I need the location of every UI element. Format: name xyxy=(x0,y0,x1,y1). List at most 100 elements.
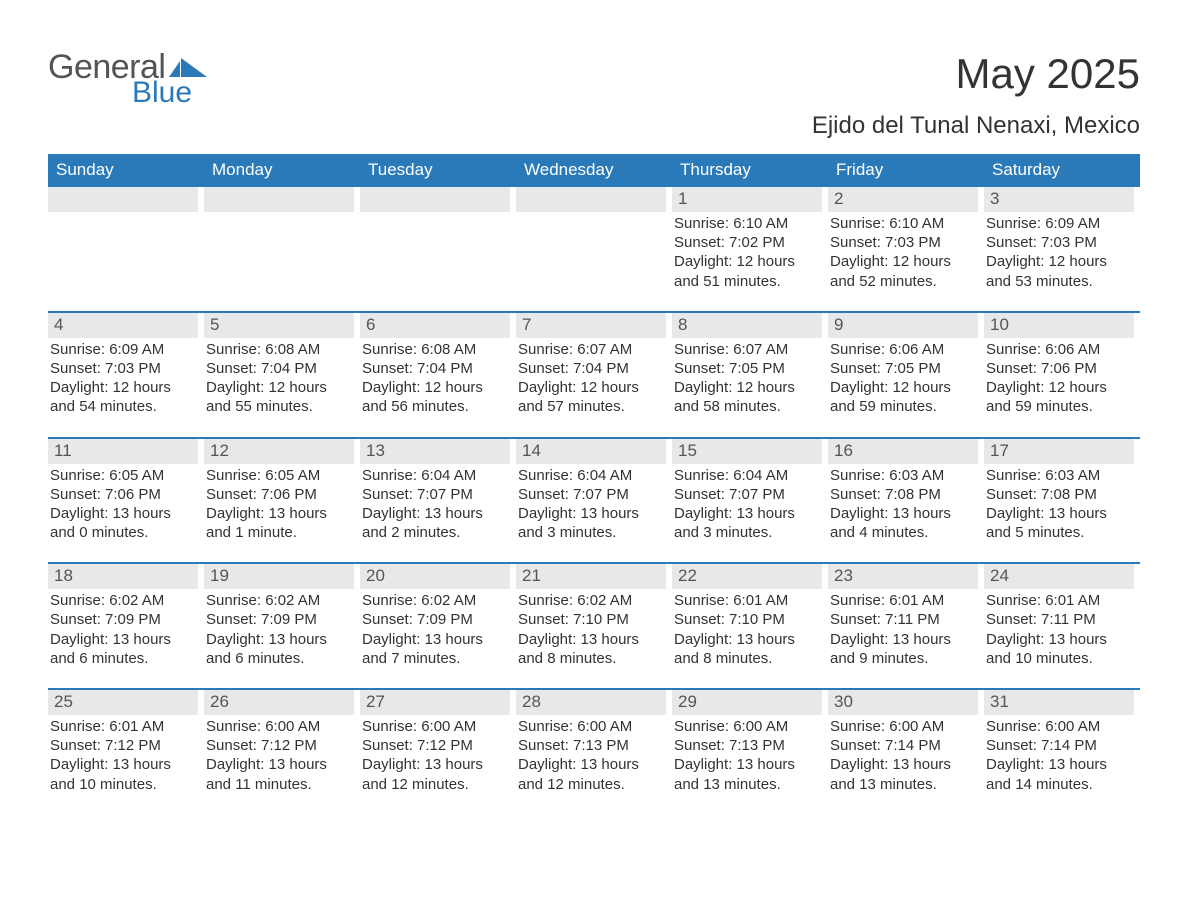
day-cell: 4Sunrise: 6:09 AMSunset: 7:03 PMDaylight… xyxy=(48,313,204,437)
day-cell xyxy=(516,187,672,311)
day-body: Sunrise: 6:03 AMSunset: 7:08 PMDaylight:… xyxy=(984,466,1134,543)
sunset-text: Sunset: 7:05 PM xyxy=(830,359,978,378)
sunset-text: Sunset: 7:11 PM xyxy=(830,610,978,629)
day-number: 16 xyxy=(828,439,978,464)
day-number: 23 xyxy=(828,564,978,589)
day-cell: 27Sunrise: 6:00 AMSunset: 7:12 PMDayligh… xyxy=(360,690,516,814)
day-cell: 7Sunrise: 6:07 AMSunset: 7:04 PMDaylight… xyxy=(516,313,672,437)
sunset-text: Sunset: 7:07 PM xyxy=(674,485,822,504)
daylight-text: Daylight: 12 hours and 58 minutes. xyxy=(674,378,822,416)
day-body: Sunrise: 6:09 AMSunset: 7:03 PMDaylight:… xyxy=(984,214,1134,291)
day-number: 3 xyxy=(984,187,1134,212)
sunrise-text: Sunrise: 6:00 AM xyxy=(674,717,822,736)
day-number: 1 xyxy=(672,187,822,212)
day-number: 29 xyxy=(672,690,822,715)
sunrise-text: Sunrise: 6:03 AM xyxy=(986,466,1134,485)
daylight-text: Daylight: 13 hours and 12 minutes. xyxy=(362,755,510,793)
daylight-text: Daylight: 13 hours and 13 minutes. xyxy=(830,755,978,793)
day-body: Sunrise: 6:02 AMSunset: 7:09 PMDaylight:… xyxy=(48,591,198,668)
sunrise-text: Sunrise: 6:00 AM xyxy=(986,717,1134,736)
day-body: Sunrise: 6:09 AMSunset: 7:03 PMDaylight:… xyxy=(48,340,198,417)
daylight-text: Daylight: 13 hours and 11 minutes. xyxy=(206,755,354,793)
sunrise-text: Sunrise: 6:05 AM xyxy=(206,466,354,485)
day-number: 11 xyxy=(48,439,198,464)
sunrise-text: Sunrise: 6:00 AM xyxy=(518,717,666,736)
sunset-text: Sunset: 7:09 PM xyxy=(362,610,510,629)
day-cell: 10Sunrise: 6:06 AMSunset: 7:06 PMDayligh… xyxy=(984,313,1140,437)
sunset-text: Sunset: 7:04 PM xyxy=(362,359,510,378)
day-body: Sunrise: 6:01 AMSunset: 7:10 PMDaylight:… xyxy=(672,591,822,668)
day-cell: 24Sunrise: 6:01 AMSunset: 7:11 PMDayligh… xyxy=(984,564,1140,688)
daylight-text: Daylight: 13 hours and 13 minutes. xyxy=(674,755,822,793)
day-cell: 18Sunrise: 6:02 AMSunset: 7:09 PMDayligh… xyxy=(48,564,204,688)
sunset-text: Sunset: 7:06 PM xyxy=(206,485,354,504)
day-cell: 2Sunrise: 6:10 AMSunset: 7:03 PMDaylight… xyxy=(828,187,984,311)
dow-friday: Friday xyxy=(828,154,984,187)
sunset-text: Sunset: 7:08 PM xyxy=(986,485,1134,504)
daylight-text: Daylight: 13 hours and 9 minutes. xyxy=(830,630,978,668)
day-cell xyxy=(204,187,360,311)
day-body: Sunrise: 6:10 AMSunset: 7:02 PMDaylight:… xyxy=(672,214,822,291)
day-body: Sunrise: 6:02 AMSunset: 7:09 PMDaylight:… xyxy=(204,591,354,668)
sunrise-text: Sunrise: 6:01 AM xyxy=(674,591,822,610)
sunset-text: Sunset: 7:05 PM xyxy=(674,359,822,378)
day-number: 24 xyxy=(984,564,1134,589)
daylight-text: Daylight: 12 hours and 59 minutes. xyxy=(830,378,978,416)
week-row: 4Sunrise: 6:09 AMSunset: 7:03 PMDaylight… xyxy=(48,311,1140,437)
day-cell xyxy=(48,187,204,311)
day-body: Sunrise: 6:00 AMSunset: 7:13 PMDaylight:… xyxy=(516,717,666,794)
sunrise-text: Sunrise: 6:09 AM xyxy=(986,214,1134,233)
logo-word2: Blue xyxy=(132,78,207,108)
day-body: Sunrise: 6:01 AMSunset: 7:12 PMDaylight:… xyxy=(48,717,198,794)
day-number: 27 xyxy=(360,690,510,715)
day-cell: 29 Sunrise: 6:00 AMSunset: 7:13 PMDayligh… xyxy=(672,690,828,814)
daylight-text: Daylight: 13 hours and 10 minutes. xyxy=(986,630,1134,668)
daylight-text: Daylight: 12 hours and 52 minutes. xyxy=(830,252,978,290)
dow-tuesday: Tuesday xyxy=(360,154,516,187)
sunset-text: Sunset: 7:04 PM xyxy=(518,359,666,378)
sunrise-text: Sunrise: 6:08 AM xyxy=(206,340,354,359)
day-cell: 5Sunrise: 6:08 AMSunset: 7:04 PMDaylight… xyxy=(204,313,360,437)
sunrise-text: Sunrise: 6:10 AM xyxy=(674,214,822,233)
sunset-text: Sunset: 7:03 PM xyxy=(50,359,198,378)
daylight-text: Daylight: 13 hours and 6 minutes. xyxy=(206,630,354,668)
day-body: Sunrise: 6:00 AMSunset: 7:12 PMDaylight:… xyxy=(204,717,354,794)
day-number: 28 xyxy=(516,690,666,715)
day-cell: 25Sunrise: 6:01 AMSunset: 7:12 PMDayligh… xyxy=(48,690,204,814)
day-number: 10 xyxy=(984,313,1134,338)
daylight-text: Daylight: 12 hours and 54 minutes. xyxy=(50,378,198,416)
sunrise-text: Sunrise: 6:10 AM xyxy=(830,214,978,233)
day-cell: 23Sunrise: 6:01 AMSunset: 7:11 PMDayligh… xyxy=(828,564,984,688)
title-block: May 2025 Ejido del Tunal Nenaxi, Mexico xyxy=(812,50,1140,140)
day-number-empty xyxy=(360,187,510,212)
daylight-text: Daylight: 12 hours and 53 minutes. xyxy=(986,252,1134,290)
daylight-text: Daylight: 13 hours and 5 minutes. xyxy=(986,504,1134,542)
sunset-text: Sunset: 7:10 PM xyxy=(518,610,666,629)
day-body: Sunrise: 6:04 AMSunset: 7:07 PMDaylight:… xyxy=(360,466,510,543)
sunrise-text: Sunrise: 6:02 AM xyxy=(362,591,510,610)
day-body: Sunrise: 6:07 AMSunset: 7:04 PMDaylight:… xyxy=(516,340,666,417)
sunset-text: Sunset: 7:03 PM xyxy=(986,233,1134,252)
sunset-text: Sunset: 7:13 PM xyxy=(674,736,822,755)
day-cell: 22Sunrise: 6:01 AMSunset: 7:10 PMDayligh… xyxy=(672,564,828,688)
day-number: 14 xyxy=(516,439,666,464)
sunset-text: Sunset: 7:10 PM xyxy=(674,610,822,629)
location-subtitle: Ejido del Tunal Nenaxi, Mexico xyxy=(812,112,1140,140)
daylight-text: Daylight: 13 hours and 12 minutes. xyxy=(518,755,666,793)
daylight-text: Daylight: 13 hours and 1 minute. xyxy=(206,504,354,542)
day-number: 30 xyxy=(828,690,978,715)
week-row: 11Sunrise: 6:05 AMSunset: 7:06 PMDayligh… xyxy=(48,437,1140,563)
day-number: 18 xyxy=(48,564,198,589)
day-cell: 28Sunrise: 6:00 AMSunset: 7:13 PMDayligh… xyxy=(516,690,672,814)
daylight-text: Daylight: 12 hours and 51 minutes. xyxy=(674,252,822,290)
day-number-empty xyxy=(516,187,666,212)
day-number: 4 xyxy=(48,313,198,338)
day-cell: 16Sunrise: 6:03 AMSunset: 7:08 PMDayligh… xyxy=(828,439,984,563)
day-number: 25 xyxy=(48,690,198,715)
day-cell: 8Sunrise: 6:07 AMSunset: 7:05 PMDaylight… xyxy=(672,313,828,437)
sunrise-text: Sunrise: 6:08 AM xyxy=(362,340,510,359)
dow-saturday: Saturday xyxy=(984,154,1140,187)
sunrise-text: Sunrise: 6:07 AM xyxy=(518,340,666,359)
sunrise-text: Sunrise: 6:00 AM xyxy=(362,717,510,736)
day-number: 5 xyxy=(204,313,354,338)
